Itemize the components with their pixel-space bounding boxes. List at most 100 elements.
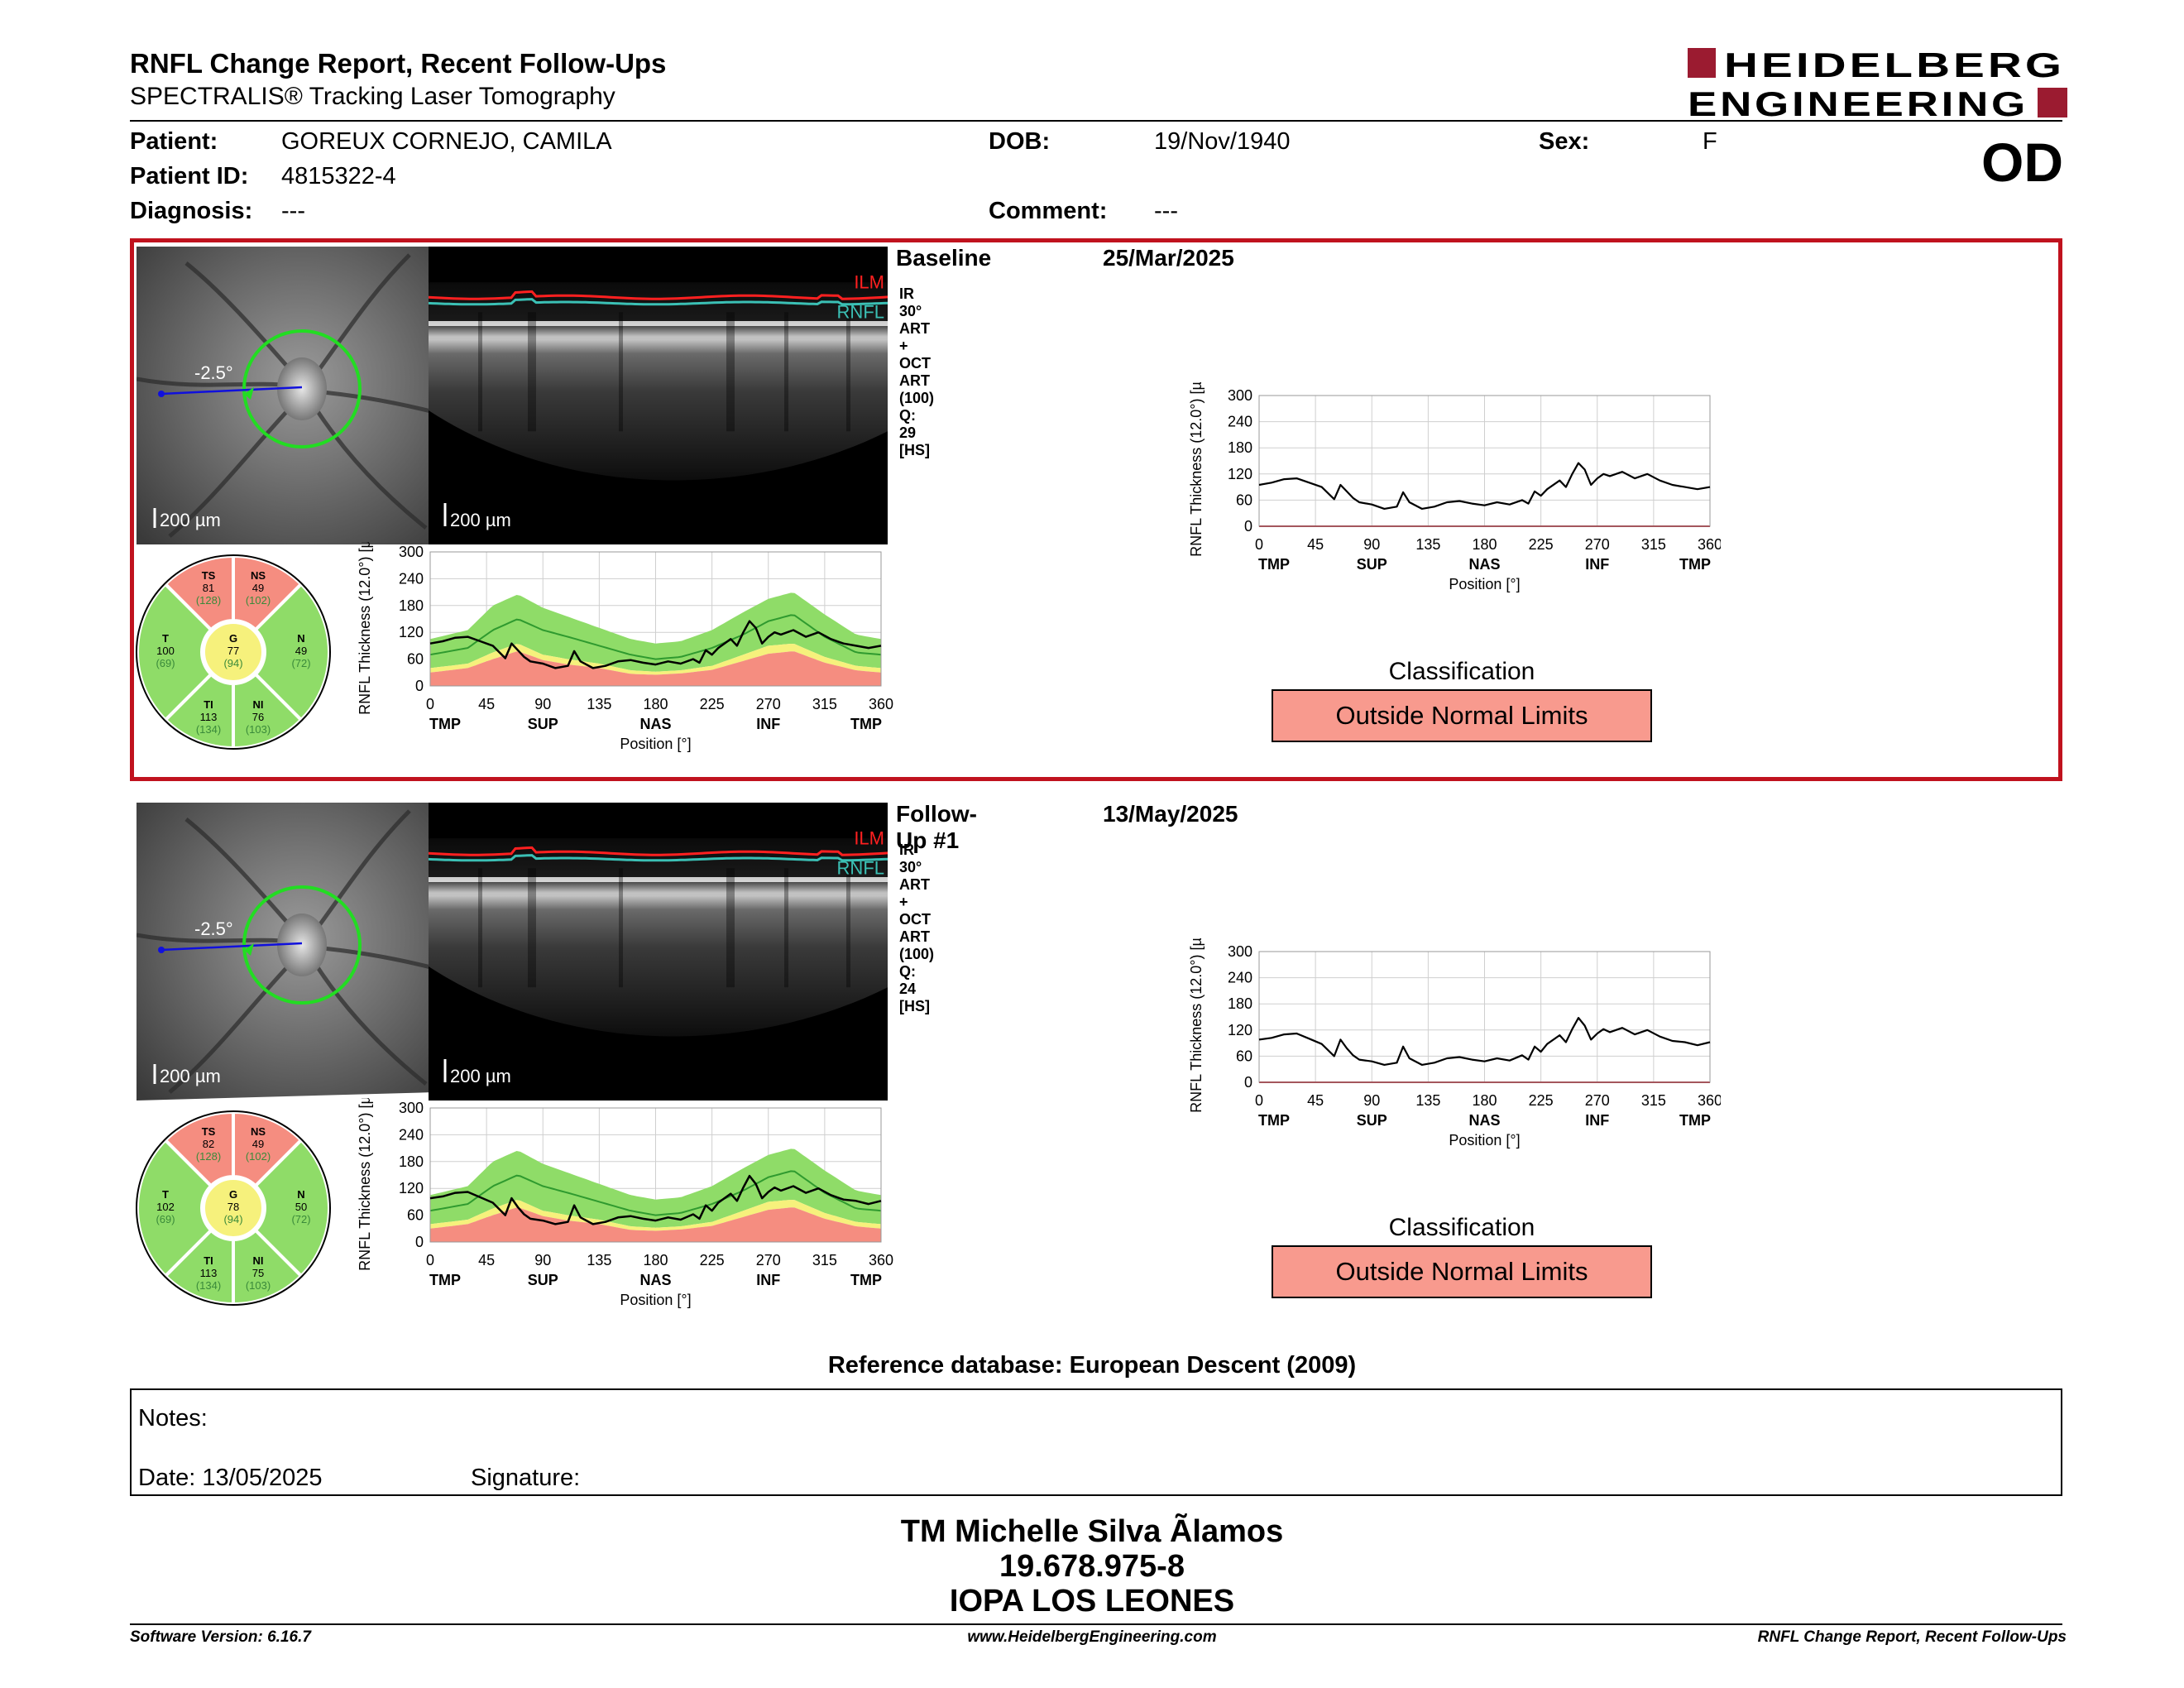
region-label: SUP <box>1357 556 1387 573</box>
classification-title: Classification <box>1388 658 1535 685</box>
x-tick-label: 0 <box>1255 536 1263 553</box>
notes-box[interactable]: Notes: Date: 13/05/2025 Signature: <box>130 1388 2062 1496</box>
plot-border <box>1258 951 1711 1083</box>
y-axis-label: RNFL Thickness (12.0°) [µm] <box>357 542 373 715</box>
region-label: TMP <box>850 1272 882 1288</box>
x-tick-label: 90 <box>1363 536 1380 553</box>
footer-report-name: RNFL Change Report, Recent Follow-Ups <box>1757 1628 2067 1646</box>
sector-reference: (69) <box>156 657 175 669</box>
y-axis-label: RNFL Thickness (12.0°) [µm] <box>1188 938 1205 1113</box>
x-tick-label: 180 <box>643 696 668 712</box>
x-tick-label: 360 <box>1698 536 1721 553</box>
x-tick-label: 225 <box>700 696 725 712</box>
signature-label: Signature: <box>471 1465 581 1491</box>
patient-label: Patient: <box>130 128 218 155</box>
y-tick-label: 120 <box>399 624 424 640</box>
software-version: Software Version: 6.16.7 <box>130 1628 311 1646</box>
sector-value: 100 <box>156 645 175 657</box>
y-tick-label: 240 <box>399 570 424 587</box>
outside-normal-band <box>430 651 881 686</box>
ilm-boundary-line <box>429 290 888 300</box>
sex-value: F <box>1703 128 1717 155</box>
region-label: NAS <box>639 716 671 732</box>
sector-reference: (134) <box>196 723 221 736</box>
y-tick-label: 180 <box>1228 995 1252 1012</box>
scan-info: IR 30° ART + OCT ART (100) Q: 29 [HS] <box>899 285 935 458</box>
region-label: NAS <box>1468 556 1500 573</box>
sector-value: 75 <box>252 1267 264 1279</box>
x-tick-label: 270 <box>1585 536 1610 553</box>
x-tick-label: 45 <box>1307 536 1324 553</box>
x-tick-label: 0 <box>1255 1092 1263 1109</box>
rnfl-boundary-line <box>429 854 888 862</box>
rnfl-label: RNFL <box>837 857 884 878</box>
scan-info: IR 30° ART + OCT ART (100) Q: 24 [HS] <box>899 842 935 1014</box>
sector-reference: (72) <box>291 1213 310 1225</box>
website-link[interactable]: www.HeidelbergEngineering.com <box>967 1628 1217 1646</box>
comment-label: Comment: <box>989 198 1108 224</box>
plot-border <box>1258 395 1711 527</box>
ilm-label: ILM <box>854 827 884 848</box>
patient-id-label: Patient ID: <box>130 163 249 189</box>
y-tick-label: 300 <box>399 1100 424 1116</box>
y-tick-label: 180 <box>399 1153 424 1170</box>
normal-mean-line <box>429 1170 882 1216</box>
x-tick-label: 225 <box>1529 1092 1554 1109</box>
normal-mean-line <box>429 614 882 660</box>
x-tick-label: 270 <box>756 1252 781 1268</box>
diagnosis-value: --- <box>281 198 305 224</box>
x-tick-label: 360 <box>869 1252 893 1268</box>
sector-label: G <box>229 1188 237 1201</box>
sector-reference: (134) <box>196 1279 221 1292</box>
sector-value: 82 <box>203 1138 214 1150</box>
oct-bscan-image: ILM RNFL 200 µm <box>429 803 888 1101</box>
region-label: INF <box>1585 1112 1609 1129</box>
x-tick-label: 45 <box>1307 1092 1324 1109</box>
rnfl-label: RNFL <box>837 301 884 322</box>
y-axis-label: RNFL Thickness (12.0°) [µm] <box>357 1098 373 1271</box>
x-tick-label: 45 <box>478 1252 495 1268</box>
exam-title: Follow-Up #1 <box>896 801 977 853</box>
notes-label: Notes: <box>138 1405 208 1431</box>
heidelberg-logo: HEIDELBERG ENGINEERING <box>1688 46 2067 119</box>
y-tick-label: 300 <box>1228 387 1252 404</box>
signer-name: TM Michelle Silva Ãlamos <box>900 1514 1284 1549</box>
x-axis-label: Position [°] <box>620 736 691 752</box>
exam-date: 25/Mar/2025 <box>1103 245 1234 271</box>
thickness-series-line <box>429 620 882 669</box>
sector-value: 49 <box>252 582 264 594</box>
x-tick-label: 225 <box>1529 536 1554 553</box>
region-label: SUP <box>528 1272 558 1288</box>
exam-date: 13/May/2025 <box>1103 801 1238 827</box>
ilm-boundary-line <box>429 846 888 856</box>
fundus-scale-bar: 200 µm <box>160 510 221 530</box>
x-tick-label: 45 <box>478 696 495 712</box>
signer-institution: IOPA LOS LEONES <box>949 1584 1235 1618</box>
fundus-image: -2.5° 200 µm <box>136 247 434 544</box>
classification-title: Classification <box>1388 1214 1535 1241</box>
sector-value: 81 <box>203 582 214 594</box>
sector-value: 78 <box>228 1201 239 1213</box>
y-tick-label: 60 <box>407 651 424 668</box>
fundus-image: -2.5° 200 µm <box>136 803 434 1101</box>
x-tick-label: 315 <box>1641 1092 1666 1109</box>
x-tick-label: 90 <box>534 1252 551 1268</box>
sector-label: TS <box>202 1125 216 1138</box>
sector-thickness-pie: TS81(128)NS49(102)T100(69)G77(94)N49(72)… <box>136 554 331 750</box>
scan-circle <box>242 885 362 1005</box>
thickness-series-line <box>1258 1017 1711 1066</box>
region-label: TMP <box>1679 1112 1711 1129</box>
x-tick-label: 180 <box>1472 1092 1497 1109</box>
sector-reference: (128) <box>196 1150 221 1163</box>
y-tick-label: 240 <box>1228 414 1252 430</box>
sector-label: N <box>297 1188 304 1201</box>
patient-name: GOREUX CORNEJO, CAMILA <box>281 128 612 155</box>
sector-value: 49 <box>252 1138 264 1150</box>
region-label: INF <box>1585 556 1609 573</box>
outside-normal-band <box>430 1207 881 1242</box>
y-tick-label: 0 <box>1244 1074 1252 1091</box>
exam-title: Baseline <box>896 245 992 271</box>
sector-reference: (94) <box>223 657 242 669</box>
sector-reference: (103) <box>246 1279 271 1292</box>
